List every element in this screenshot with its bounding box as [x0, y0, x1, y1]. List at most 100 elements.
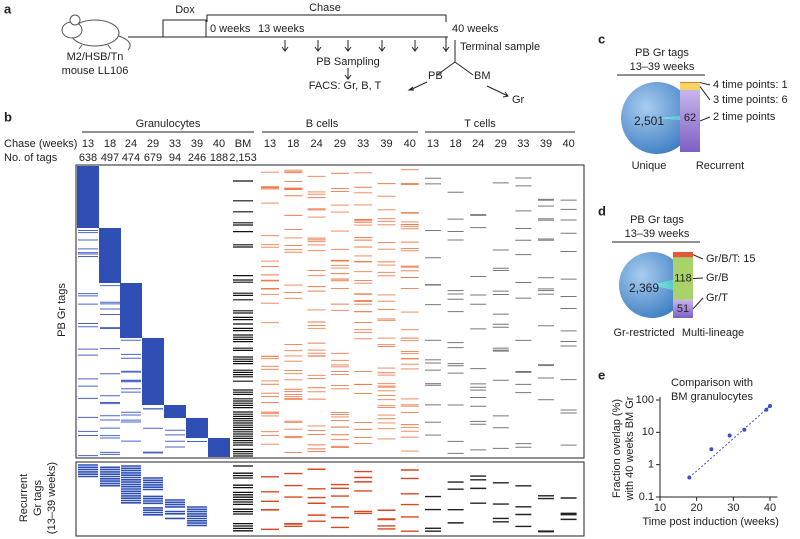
row-label: Gr tags: [32, 479, 44, 516]
panel-label: e: [598, 367, 605, 382]
mouse-icon: [61, 14, 131, 51]
pie-title: PB Gr tags: [635, 47, 689, 59]
column-label: 29: [147, 138, 159, 150]
segment-label: 3 time points: 6: [713, 94, 788, 106]
tag-block: [77, 166, 99, 228]
bar-segment: [673, 257, 693, 300]
group-label: B cells: [306, 118, 339, 130]
x-tick-label: 30: [727, 502, 739, 514]
tag-block: [208, 438, 230, 457]
bar-value: 62: [684, 112, 696, 124]
pie-label: Unique: [632, 160, 667, 172]
segment-label: Gr/T: [706, 292, 728, 304]
row-header: Chase (weeks): [4, 138, 77, 150]
chase-label: Chase: [309, 2, 341, 14]
column-label: 39: [191, 138, 203, 150]
tag-count: 188: [210, 152, 228, 164]
pie-title: PB Gr tags: [630, 214, 684, 226]
panel-label: a: [4, 1, 12, 16]
pie-value: 2,501: [634, 114, 664, 128]
column-label: 18: [449, 138, 461, 150]
column-label: 24: [310, 138, 322, 150]
week-label: 40 weeks: [452, 23, 499, 35]
trend-line: [689, 405, 771, 478]
pie-label: Gr-restricted: [613, 327, 674, 339]
terminal-label: Terminal sample: [460, 41, 540, 53]
sampling-label: PB Sampling: [316, 56, 380, 68]
column-label: 40: [213, 138, 225, 150]
leader: [699, 116, 711, 122]
pie-slice: [619, 252, 685, 318]
column-label: 24: [125, 138, 137, 150]
tag-block: [164, 405, 186, 418]
pie-title: 13–39 weeks: [625, 228, 690, 240]
bar-segment: [673, 252, 693, 258]
segment-label: Gr/B/T: 15: [706, 253, 756, 265]
row-label: (13–39 weeks): [46, 462, 58, 534]
pie-label: Multi-lineage: [682, 327, 744, 339]
timeline: [128, 14, 509, 98]
y-tick-label: 1: [648, 459, 654, 471]
panel-label: d: [598, 203, 606, 218]
point: [768, 404, 772, 409]
row-header: No. of tags: [4, 152, 58, 164]
pie-label: Recurrent: [696, 160, 744, 172]
column-label: 24: [472, 138, 484, 150]
segment-label: 4 time points: 1: [713, 79, 788, 91]
point: [742, 427, 747, 432]
week-label: 0 weeks: [210, 23, 251, 35]
point: [709, 447, 714, 452]
leader: [699, 82, 711, 86]
pie-title: 13–39 weeks: [630, 61, 695, 73]
y-tick-label: 100: [636, 394, 654, 406]
leader: [692, 297, 704, 310]
column-label: 39: [380, 138, 392, 150]
column-label: 29: [334, 138, 346, 150]
point: [764, 407, 769, 412]
heatmap-frame: [75, 461, 585, 537]
leader: [692, 254, 704, 260]
column-label: 33: [357, 138, 369, 150]
bar-value: 118: [674, 272, 692, 284]
group-label: Granulocytes: [136, 118, 201, 130]
leader: [699, 86, 711, 101]
x-tick-label: 40: [764, 502, 776, 514]
row-label: PB Gr tags: [56, 283, 68, 337]
column-label: 13: [264, 138, 276, 150]
y-tick-label: 0.1: [639, 491, 654, 503]
tag-count: 246: [188, 152, 206, 164]
tag-block: [142, 338, 164, 405]
tag-count: 94: [169, 152, 181, 164]
column-label: 40: [404, 138, 416, 150]
group-label: T cells: [464, 118, 496, 130]
column-label: BM: [235, 138, 252, 150]
y-axis-label: with 40 weeks BM Gr: [624, 396, 636, 501]
tag-count: 2,153: [229, 152, 257, 164]
bar-segment: [680, 82, 700, 84]
tag-count: 679: [144, 152, 162, 164]
row-label: Recurrent: [18, 474, 30, 522]
y-axis-label: Fraction overlap (%): [611, 399, 623, 498]
bar-segment: [680, 89, 700, 152]
segment-label: Gr/B: [706, 272, 729, 284]
column-label: 33: [517, 138, 529, 150]
column-label: 18: [287, 138, 299, 150]
point: [727, 433, 732, 438]
heatmap-frame: [75, 164, 585, 459]
week-label: 13 weeks: [258, 23, 305, 35]
column-label: 29: [495, 138, 507, 150]
column-label: 18: [104, 138, 116, 150]
column-label: 39: [540, 138, 552, 150]
segment-label: 2 time points: [713, 111, 776, 123]
pb-label: PB: [428, 70, 443, 82]
dox-label: Dox: [175, 4, 195, 16]
point: [687, 475, 692, 480]
pie-value: 2,369: [629, 281, 659, 295]
tag-count: 474: [122, 152, 140, 164]
column-label: 40: [562, 138, 574, 150]
x-tick-label: 20: [691, 502, 703, 514]
gr-label: Gr: [512, 94, 525, 106]
bar-value: 51: [677, 303, 689, 315]
panel-label: c: [598, 31, 605, 46]
